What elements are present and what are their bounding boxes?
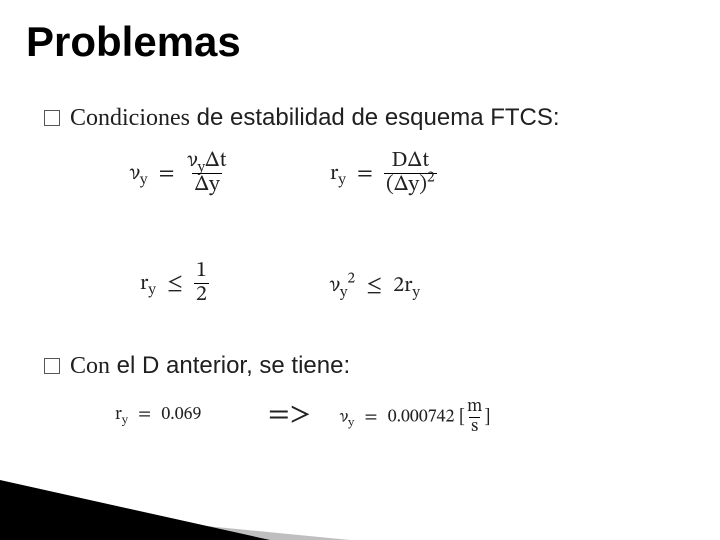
- nu-sub: y: [348, 416, 354, 429]
- wedge-black: [0, 480, 270, 540]
- unit-den: s: [469, 417, 480, 437]
- num: DΔt: [389, 150, 431, 173]
- bullet2-rest: el D anterior, se tiene:: [110, 352, 350, 379]
- den: Δy: [192, 173, 221, 197]
- bullet1-lead: Condiciones: [70, 105, 190, 131]
- eq-r-def: ry = DΔt (Δy)2: [330, 150, 437, 197]
- equals-icon: =: [153, 163, 181, 185]
- bullet-box-icon: [44, 110, 60, 126]
- nu-sub: y: [140, 172, 147, 188]
- bullet-line-2: Con el D anterior, se tiene:: [44, 352, 350, 380]
- nu-var: ν: [130, 163, 140, 185]
- r-sub: y: [338, 172, 345, 188]
- bullet-line-1: Condiciones de estabilidad de esquema FT…: [44, 104, 560, 132]
- r-val: 0.069: [161, 406, 201, 424]
- den: 2: [194, 283, 209, 307]
- bullet-box-icon: [44, 358, 60, 374]
- bullet1-rest: de estabilidad de esquema FTCS:: [190, 104, 560, 131]
- wedge-gray: [0, 506, 350, 540]
- num: 1: [194, 260, 209, 283]
- leq-icon: ≤: [360, 275, 388, 297]
- r-var: r: [115, 406, 122, 424]
- unit-fraction: m s: [465, 398, 484, 437]
- eq-nu-bound: νy2 ≤ 2ry: [330, 272, 420, 300]
- eq-r-val: ry = 0.069: [115, 404, 201, 427]
- unit-num: m: [465, 398, 484, 417]
- equals-icon: =: [351, 163, 379, 185]
- nu-var: ν: [340, 409, 348, 427]
- num-a: ν: [188, 150, 198, 172]
- rhs-a: 2r: [393, 275, 412, 297]
- r-sub: y: [122, 414, 128, 427]
- fraction: 1 2: [194, 260, 209, 307]
- rhs-sub: y: [412, 284, 419, 300]
- eq-nu-def: νy = νyΔt Δy: [130, 150, 229, 197]
- den-a: (Δy): [386, 174, 427, 196]
- eq-nu-val: νy = 0.000742 [ m s ]: [340, 398, 491, 437]
- num-b: Δt: [205, 150, 227, 172]
- page-title: Problemas: [26, 18, 241, 66]
- fraction: DΔt (Δy)2: [384, 150, 437, 197]
- bullet2-lead: Con: [70, 353, 110, 379]
- nu-val: 0.000742: [388, 409, 455, 427]
- nu-var: ν: [330, 275, 340, 297]
- r-sub: y: [148, 282, 155, 298]
- fraction: νyΔt Δy: [186, 150, 229, 197]
- eq-r-bound: ry ≤ 1 2: [140, 260, 209, 307]
- arrow-implies: =>: [268, 396, 311, 434]
- equals-icon: =: [358, 409, 383, 427]
- slide: Problemas Condiciones de estabilidad de …: [0, 0, 720, 540]
- equals-icon: =: [132, 406, 157, 424]
- bracket-close: ]: [484, 409, 490, 427]
- corner-wedge-decoration: [0, 420, 720, 540]
- nu-sup: 2: [347, 271, 355, 287]
- den-sup: 2: [427, 170, 435, 186]
- leq-icon: ≤: [161, 273, 189, 295]
